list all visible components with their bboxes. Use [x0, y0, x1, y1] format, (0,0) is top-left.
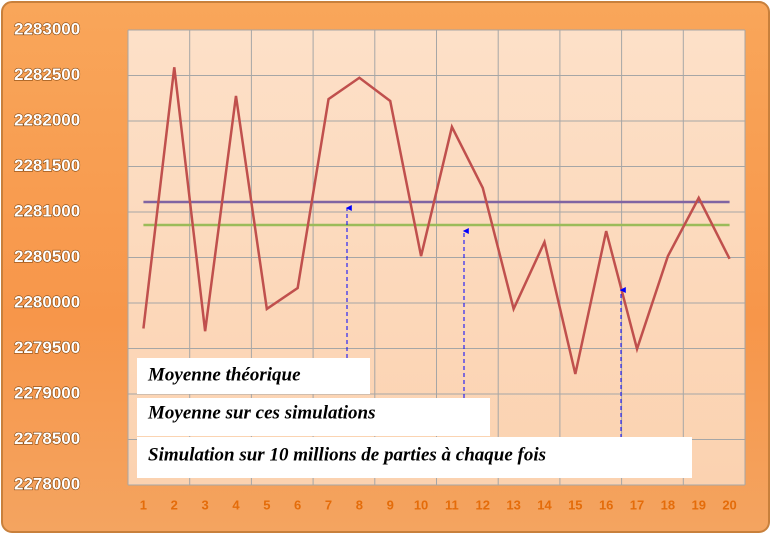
- x-tick-label: 7: [325, 497, 332, 512]
- annotation: Simulation sur 10 millions de parties à …: [148, 444, 546, 465]
- y-tick-label: 2281000: [14, 201, 80, 220]
- x-tick-label: 14: [537, 497, 552, 512]
- x-tick-label: 5: [263, 497, 270, 512]
- x-tick-label: 8: [356, 497, 363, 512]
- x-tick-label: 6: [294, 497, 301, 512]
- y-tick-label: 2279000: [14, 383, 80, 402]
- annotation-box: [137, 437, 692, 478]
- x-tick-label: 18: [661, 497, 675, 512]
- y-tick-label: 2280000: [14, 292, 80, 311]
- x-tick-label: 19: [691, 497, 705, 512]
- x-tick-label: 17: [630, 497, 644, 512]
- x-tick-label: 15: [568, 497, 582, 512]
- y-tick-label: 2282500: [14, 65, 80, 84]
- x-tick-label: 13: [506, 497, 520, 512]
- x-tick-label: 1: [140, 497, 147, 512]
- annotation-box: [137, 358, 370, 394]
- y-tick-label: 2280500: [14, 247, 80, 266]
- x-tick-label: 4: [232, 497, 240, 512]
- arrows: [345, 205, 626, 438]
- x-tick-label: 10: [414, 497, 428, 512]
- x-tick-label: 12: [476, 497, 490, 512]
- y-tick-label: 2281500: [14, 156, 80, 175]
- x-tick-label: 3: [202, 497, 209, 512]
- y-tick-label: 2279500: [14, 338, 80, 357]
- x-tick-label: 20: [722, 497, 736, 512]
- x-tick-label: 11: [445, 497, 459, 512]
- annotation: Moyenne théorique: [147, 364, 301, 385]
- annotation-box: [137, 398, 490, 436]
- x-tick-label: 16: [599, 497, 613, 512]
- y-tick-label: 2278000: [14, 474, 80, 493]
- x-tick-label: 9: [387, 497, 394, 512]
- y-tick-label: 2283000: [14, 19, 80, 38]
- series-line: [142, 67, 731, 375]
- x-tick-label: 2: [171, 497, 178, 512]
- annotation: Moyenne sur ces simulations: [147, 402, 376, 423]
- y-tick-label: 2278500: [14, 429, 80, 448]
- y-tick-label: 2282000: [14, 110, 80, 129]
